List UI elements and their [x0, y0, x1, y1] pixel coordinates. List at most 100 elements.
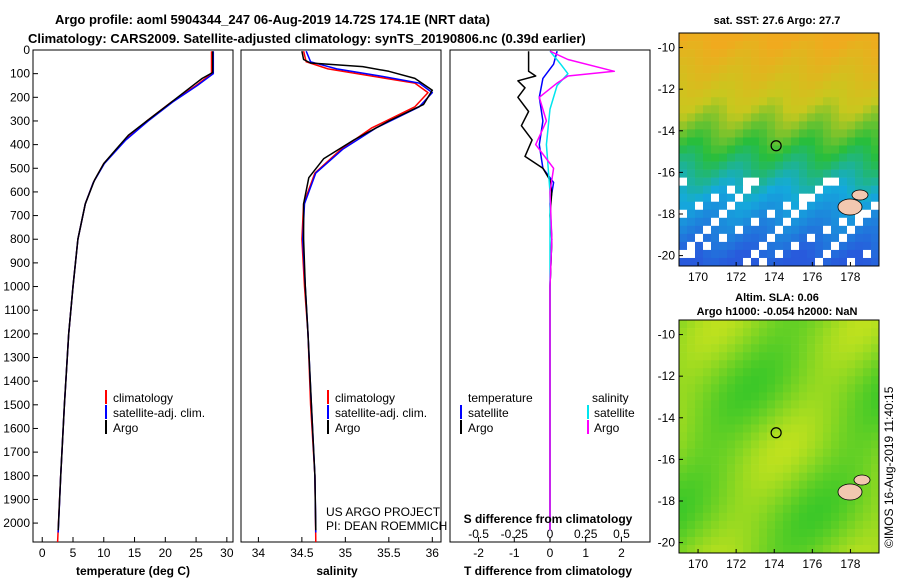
sla-cell [863, 528, 872, 538]
sst-cell [863, 225, 872, 235]
sst-cell [711, 57, 720, 66]
sst-cell [679, 177, 688, 186]
sst-cell [759, 73, 768, 82]
sst-cell [839, 217, 848, 227]
sst-cell [703, 105, 712, 114]
sst-cell [783, 257, 792, 267]
sst-cell [839, 73, 848, 82]
sst-cell [767, 153, 776, 162]
sst-cell [807, 257, 816, 267]
sla-cell [751, 376, 760, 385]
sst-cell [727, 177, 736, 186]
sla-cell [767, 544, 776, 554]
sla-cell [799, 344, 808, 353]
sst-cell [855, 89, 864, 98]
sst-cell [695, 121, 704, 130]
sla-cell [791, 432, 800, 441]
lat-tick-label: -16 [658, 452, 676, 466]
sst-cell [695, 65, 704, 74]
temperature-panel: 0100200300400500600700800900100011001200… [3, 43, 234, 578]
sst-cell [855, 177, 864, 186]
sla-cell [855, 496, 864, 506]
sla-cell [839, 504, 848, 514]
sst-cell [855, 49, 864, 58]
sst-cell [783, 145, 792, 154]
sla-cell [863, 400, 872, 409]
sla-cell [815, 424, 824, 433]
sla-cell [719, 456, 728, 465]
sst-cell [831, 241, 840, 251]
sst-cell [679, 97, 688, 106]
sla-cell [727, 536, 736, 546]
sla-cell [695, 456, 704, 465]
sla-map-panel: Altim. SLA: 0.06 Argo h1000: -0.054 h200… [658, 292, 880, 571]
sst-cell [855, 241, 864, 251]
sst-cell [847, 249, 856, 259]
sst-cell [695, 129, 704, 138]
sst-cell [767, 209, 776, 219]
sst-cell [799, 97, 808, 106]
sla-cell [855, 504, 864, 514]
sst-cell [791, 185, 800, 194]
sla-cell [807, 400, 816, 409]
sla-cell [735, 424, 744, 433]
sla-cell [791, 368, 800, 377]
sst-cell [815, 89, 824, 98]
sst-cell [783, 113, 792, 122]
sla-cell [735, 472, 744, 481]
sst-cell [775, 241, 784, 251]
sst-cell [783, 193, 792, 203]
sla-cell [727, 480, 736, 490]
sst-cell [775, 129, 784, 138]
sla-cell [735, 496, 744, 506]
sst-cell [839, 121, 848, 130]
sst-cell [743, 209, 752, 219]
sla-cell [831, 400, 840, 409]
sla-cell [775, 368, 784, 377]
sla-cell [703, 536, 712, 546]
sla-cell [823, 328, 832, 337]
sst-cell [783, 49, 792, 58]
sst-cell [767, 73, 776, 82]
sla-cell [775, 536, 784, 546]
sla-cell [679, 496, 688, 506]
sla-cell [831, 424, 840, 433]
sla-cell [839, 432, 848, 441]
sla-cell [695, 424, 704, 433]
sla-cell [735, 320, 744, 329]
sst-cell [799, 249, 808, 259]
sla-cell [807, 320, 816, 329]
sla-cell [767, 464, 776, 473]
sst-cell [759, 193, 768, 203]
sla-cell [871, 384, 880, 393]
sst-cell [743, 177, 752, 186]
sla-cell [767, 488, 776, 498]
sst-cell [679, 225, 688, 235]
sla-cell [847, 320, 856, 329]
sst-cell [679, 65, 688, 74]
sst-cell [735, 249, 744, 259]
sst-cell [783, 169, 792, 178]
sla-cell [703, 456, 712, 465]
sla-cell [831, 352, 840, 361]
sst-cell [847, 33, 856, 42]
sst-cell [687, 241, 696, 251]
sst-cell [751, 233, 760, 243]
sla-cell [679, 472, 688, 481]
sst-cell [719, 249, 728, 259]
sla-cell [767, 392, 776, 401]
sst-cell [751, 105, 760, 114]
sst-cell [743, 201, 752, 211]
sst-cell [719, 121, 728, 130]
sst-cell [735, 81, 744, 90]
sla-cell [703, 480, 712, 490]
sst-cell [807, 113, 816, 122]
sst-cell [799, 57, 808, 66]
sst-cell [687, 161, 696, 170]
sla-cell [807, 424, 816, 433]
sst-cell [751, 225, 760, 235]
sst-cell [791, 225, 800, 235]
sla-cell [847, 536, 856, 546]
sst-cell [711, 217, 720, 227]
sst-cell [791, 121, 800, 130]
